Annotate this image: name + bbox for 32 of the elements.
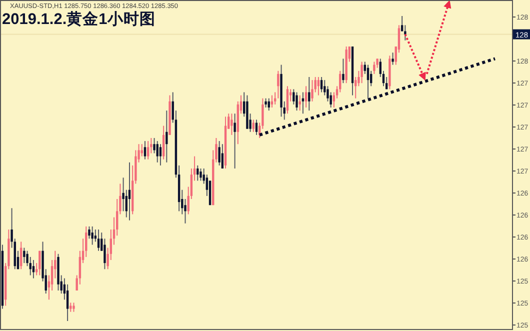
candlestick [162,125,165,160]
candlestick [159,144,162,166]
candlestick [311,80,314,102]
candlestick [200,168,202,182]
candlestick [38,250,41,276]
candlestick [373,61,376,74]
candlestick [144,140,146,160]
candlestick [308,76,310,112]
candlestick [392,52,394,66]
chart-title: 2019.1.2.黄金1小时图 [2,10,156,28]
candlestick [23,247,26,264]
candlestick [366,64,370,99]
candlestick [286,86,289,114]
candlestick [264,98,267,108]
candlestick [221,144,224,169]
candlestick [342,58,344,84]
candlestick [146,140,150,160]
candlestick [218,140,220,166]
candlestick [234,113,236,169]
candlestick [72,302,75,312]
candlestick [277,70,280,99]
candlestick [296,92,298,112]
candlestick [97,229,100,252]
candlestick [156,140,158,163]
candlestick [153,138,156,154]
candlestick [104,238,106,270]
candlestick [166,110,168,163]
candlestick [404,24,406,41]
candlestick [360,61,363,84]
candlestick [230,113,233,136]
candlestick [140,144,143,157]
candlestick [91,226,94,246]
